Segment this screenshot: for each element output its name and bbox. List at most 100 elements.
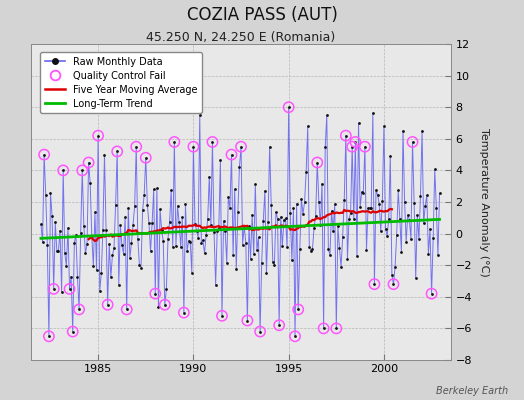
Point [243,317,252,324]
Point [243,317,252,324]
Point [351,139,359,145]
Point [335,245,344,252]
Point [254,234,263,240]
Point [238,242,247,248]
Legend: Raw Monthly Data, Quality Control Fail, Five Year Moving Average, Long-Term Tren: Raw Monthly Data, Quality Control Fail, … [40,52,202,114]
Point [130,203,139,209]
Point [365,205,374,211]
Point [269,259,277,266]
Point [388,272,396,278]
Point [294,306,302,313]
Point [177,244,185,250]
Point [189,144,198,150]
Point [137,264,145,271]
Point [324,246,333,252]
Point [328,208,336,214]
Point [180,310,188,316]
Point [313,159,321,166]
Point [49,286,58,292]
Point [45,333,53,340]
Point [56,227,64,234]
Point [58,288,66,295]
Point [72,232,80,238]
Point [112,202,120,208]
Point [292,200,301,207]
Point [218,312,226,319]
Point [339,234,347,240]
Point [48,213,56,219]
Point [248,212,256,218]
Point [354,120,363,126]
Point [191,220,199,227]
Point [380,123,388,129]
Point [132,144,140,150]
Point [234,209,242,216]
Point [141,154,150,161]
Point [272,209,280,216]
Point [175,219,183,226]
Point [311,212,320,219]
Point [299,211,307,217]
Point [378,197,387,204]
Point [181,201,190,207]
Point [357,189,366,196]
Point [316,222,325,228]
Point [118,242,126,249]
Point [394,187,402,194]
Point [107,274,115,280]
Point [192,228,201,234]
Point [43,242,51,248]
Point [46,190,54,196]
Point [345,216,353,222]
Point [208,139,216,145]
Point [80,222,88,229]
Point [206,222,215,228]
Point [178,214,187,220]
Point [361,144,369,150]
Point [78,167,86,174]
Point [419,220,428,226]
Point [303,123,312,129]
Point [264,219,272,226]
Point [62,263,71,269]
Point [220,218,228,224]
Point [364,205,372,211]
Point [432,205,441,211]
Point [342,132,350,139]
Point [374,192,382,198]
Point [257,260,266,266]
Point [41,192,50,198]
Point [69,328,77,335]
Point [434,252,442,258]
Point [249,251,258,258]
Point [170,139,179,145]
Point [216,156,225,163]
Point [86,180,94,186]
Point [115,282,123,288]
Point [84,159,93,166]
Point [246,255,255,262]
Point [277,214,285,220]
Point [195,112,204,118]
Point [350,216,358,222]
Point [215,225,223,231]
Point [94,132,102,139]
Point [105,240,113,247]
Point [38,239,47,245]
Point [172,243,180,249]
Point [396,216,404,223]
Text: Berkeley Earth: Berkeley Earth [436,386,508,396]
Point [146,248,155,255]
Y-axis label: Temperature Anomaly (°C): Temperature Anomaly (°C) [478,128,489,276]
Point [148,220,156,226]
Point [69,328,77,335]
Point [392,232,401,238]
Point [262,270,270,276]
Point [64,225,72,231]
Point [92,267,101,274]
Point [237,144,245,150]
Point [424,251,433,257]
Point [51,219,59,226]
Point [127,240,136,246]
Point [189,144,198,150]
